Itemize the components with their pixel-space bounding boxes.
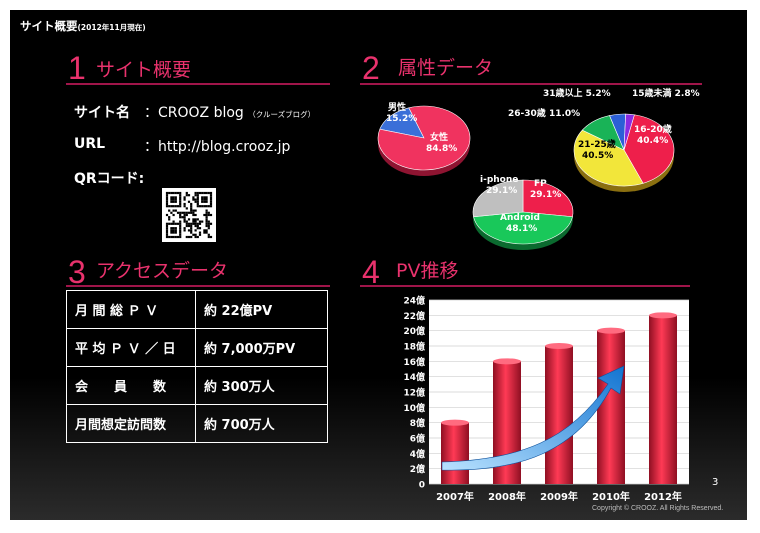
y-tick-label: 16億: [403, 356, 425, 368]
device-fp-label: FP: [534, 179, 547, 189]
table-cell-value: 約 300万人: [195, 366, 328, 405]
section1-title: サイト概要: [96, 59, 192, 81]
device-iphone-value: 29.1%: [486, 186, 517, 196]
gender-pie: 男性 15.2% 女性 84.8%: [377, 101, 471, 176]
y-tick-label: 10億: [403, 402, 425, 414]
attribute-pies: 男性 15.2% 女性 84.8% i-phone 29.1% FP 29.1%…: [377, 87, 700, 250]
table-row: 会 員 数 約 300万人: [66, 366, 328, 405]
qr-code-image: [162, 188, 216, 242]
device-android-label: Android: [500, 213, 540, 223]
qr-label: QRコード:: [74, 171, 145, 187]
gender-slice-1: [377, 105, 471, 171]
site-name-value: ：CROOZ blog （クルーズブログ）: [144, 105, 316, 121]
section4-underline: [360, 285, 690, 287]
section1-underline: [66, 83, 330, 85]
x-tick-label: 2009年: [540, 490, 578, 503]
bar-3: [597, 330, 625, 484]
age-26-30-label: 26-30歳 11.0%: [508, 107, 580, 119]
access-data-table: 月 間 総 Ｐ Ｖ 約 22億PV 平 均 Ｐ Ｖ ／ 日 約 7,000万PV…: [66, 290, 328, 443]
url-value: ：http://blog.crooz.jp: [144, 139, 291, 155]
device-android-value: 48.1%: [506, 224, 537, 234]
section3-underline: [66, 285, 330, 287]
site-name-label: サイト名: [74, 105, 130, 121]
y-tick-label: 4億: [410, 448, 425, 460]
gender-female-label: 女性: [430, 131, 448, 143]
slide-header: サイト概要(2012年11月現在): [20, 18, 146, 34]
table-cell-label: 平 均 Ｐ Ｖ ／ 日: [66, 328, 196, 367]
y-tick-label: 12億: [403, 387, 425, 399]
section2-number: 2: [362, 50, 380, 86]
device-slice-1: [473, 211, 573, 245]
table-row: 月間想定訪問数 約 700万人: [66, 404, 328, 443]
section3-number: 3: [68, 254, 86, 290]
table-cell-label: 月間想定訪問数: [66, 404, 196, 443]
trend-arrow-icon: [441, 365, 625, 471]
slide-header-title: サイト概要: [20, 19, 78, 33]
y-tick-label: 6億: [410, 433, 425, 445]
device-fp-value: 29.1%: [530, 190, 561, 200]
x-tick-label: 2010年: [592, 490, 630, 503]
table-cell-value: 約 7,000万PV: [195, 328, 328, 367]
x-tick-label: 2012年: [644, 490, 682, 503]
url-label: URL: [74, 136, 106, 152]
age-slice-0: [623, 114, 675, 184]
section3-title: アクセスデータ: [96, 260, 229, 282]
age-21-25-value: 40.5%: [582, 151, 613, 161]
age-slice-4: [623, 113, 635, 151]
bar-cap-0: [441, 419, 469, 426]
bar-cap-4: [649, 312, 677, 319]
copyright: Copyright © CROOZ. All Rights Reserved.: [592, 505, 724, 512]
x-tick-label: 2007年: [436, 490, 474, 503]
bar-cap-3: [597, 327, 625, 334]
age-21-25-label: 21-25歳: [578, 138, 616, 150]
age-pie: 31歳以上 5.2% 15歳未満 2.8% 26-30歳 11.0% 16-20…: [508, 87, 700, 192]
gender-female-value: 84.8%: [426, 144, 457, 154]
y-tick-label: 24億: [403, 295, 425, 307]
table-cell-value: 約 700万人: [195, 404, 328, 443]
table-cell-label: 月 間 総 Ｐ Ｖ: [66, 290, 196, 329]
y-tick-label: 8億: [410, 417, 425, 429]
device-slice-0: [522, 179, 574, 218]
table-row: 月 間 総 Ｐ Ｖ 約 22億PV: [66, 290, 328, 329]
device-pie: i-phone 29.1% FP 29.1% Android 48.1%: [472, 175, 574, 250]
y-tick-label: 18億: [403, 341, 425, 353]
age-under15-label: 15歳未満 2.8%: [632, 87, 700, 99]
section4-title: PV推移: [396, 260, 459, 282]
gender-male-label: 男性: [388, 101, 406, 113]
age-16-20-value: 40.4%: [637, 136, 668, 146]
gender-male-value: 15.2%: [386, 114, 417, 124]
bar-2: [545, 346, 573, 484]
age-16-20-label: 16-20歳: [634, 123, 672, 135]
x-tick-label: 2008年: [488, 490, 526, 503]
section2-underline: [360, 83, 702, 85]
page-number: 3: [712, 477, 719, 488]
slide: サイト概要(2012年11月現在) 1 サイト概要 サイト名 ：CROOZ bl…: [10, 10, 747, 520]
site-name-reading: （クルーズブログ）: [248, 110, 316, 119]
bar-cap-1: [493, 358, 521, 365]
section1-number: 1: [68, 50, 86, 86]
y-tick-label: 2億: [410, 463, 425, 475]
bar-cap-2: [545, 343, 573, 349]
y-tick-label: 20億: [403, 325, 425, 337]
device-slice-2: [472, 179, 524, 218]
section4-number: 4: [362, 254, 380, 290]
device-iphone-label: i-phone: [480, 175, 518, 185]
pv-chart: 0 2億 4億 6億 8億 10億 12億 14億 16億 18億 20億 22億 24億 2007年 2…: [403, 295, 689, 503]
table-cell-label: 会 員 数: [66, 366, 196, 405]
y-tick-label: 0: [419, 481, 425, 491]
table-row: 平 均 Ｐ Ｖ ／ 日 約 7,000万PV: [66, 328, 328, 367]
slide-header-date: (2012年11月現在): [77, 23, 146, 32]
bar-4: [649, 315, 677, 484]
y-tick-label: 14億: [403, 371, 425, 383]
section2-title: 属性データ: [398, 57, 494, 79]
bar-0: [441, 422, 469, 484]
y-tick-label: 22億: [403, 310, 425, 322]
age-31plus-label: 31歳以上 5.2%: [543, 87, 611, 99]
age-slice-1: [573, 129, 644, 187]
